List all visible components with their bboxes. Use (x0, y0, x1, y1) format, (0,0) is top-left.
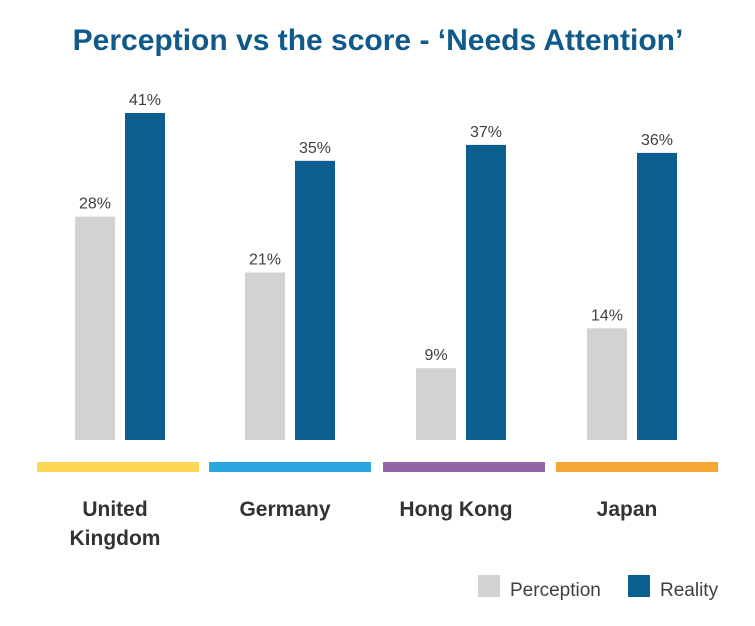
category-band-4 (556, 462, 718, 472)
bar-reality-4 (637, 152, 677, 440)
legend-swatch-perception (478, 575, 500, 597)
data-label-perception-1: 28% (79, 196, 111, 213)
bar-reality-2 (295, 160, 335, 441)
bar-perception-1 (75, 216, 115, 440)
category-bands-group (37, 462, 718, 472)
category-band-3 (383, 462, 545, 472)
category-band-1 (37, 462, 199, 472)
data-label-perception-2: 21% (249, 252, 281, 269)
category-label-3: Hong Kong (399, 498, 512, 521)
category-labels-group: United Kingdom Germany Hong Kong Japan (70, 498, 658, 550)
category-label-4: Japan (597, 498, 658, 521)
category-band-2 (209, 462, 371, 472)
bar-perception-3 (416, 368, 456, 440)
category-label-1: United Kingdom (70, 498, 161, 550)
data-label-perception-4: 14% (591, 307, 623, 324)
bar-reality-3 (466, 144, 506, 440)
legend-swatch-reality (628, 575, 650, 597)
bars-group: 28% 41% 21% 35% 9% 37% 14% 36% (75, 92, 677, 441)
data-label-perception-3: 9% (424, 347, 447, 364)
chart-title: Perception vs the score - ‘Needs Attenti… (73, 24, 684, 57)
legend-label-perception: Perception (510, 580, 601, 601)
legend-label-reality: Reality (660, 580, 719, 601)
data-label-reality-2: 35% (299, 140, 331, 157)
legend: Perception Reality (478, 575, 719, 601)
data-label-reality-4: 36% (641, 132, 673, 149)
category-label-2: Germany (239, 498, 330, 521)
bar-perception-4 (587, 328, 627, 440)
bar-perception-2 (245, 272, 285, 440)
bar-reality-1 (125, 113, 165, 440)
data-label-reality-1: 41% (129, 92, 161, 109)
data-label-reality-3: 37% (470, 124, 502, 141)
